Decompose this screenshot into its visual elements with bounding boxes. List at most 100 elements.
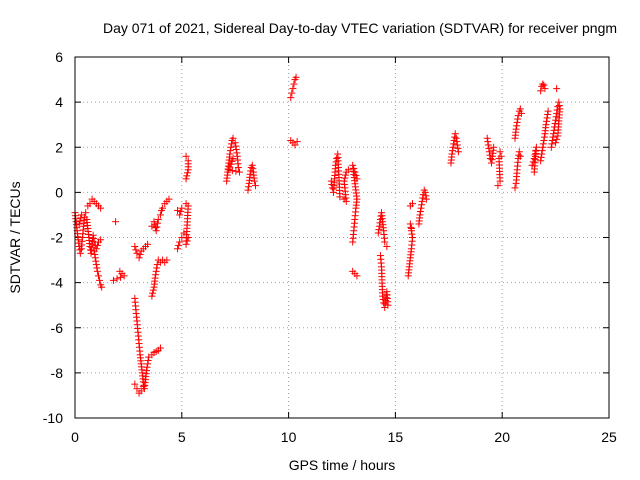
data-point (92, 261, 100, 269)
data-point (151, 274, 159, 282)
chart-title: Day 071 of 2021, Sidereal Day-to-day VTE… (103, 20, 617, 36)
data-point (292, 73, 300, 81)
data-point (517, 109, 525, 117)
data-point-fill (245, 183, 253, 191)
data-point-fill (538, 147, 546, 155)
tick-label-layer: 0 5 10 15 20 25 -10 -8 -6 -4 -2 0 2 4 6 (43, 49, 617, 445)
data-point (76, 249, 84, 257)
data-point (120, 272, 128, 280)
data-point (452, 134, 460, 142)
x-tick-label: 5 (178, 429, 186, 445)
data-point (131, 380, 139, 388)
data-point-fill (548, 140, 556, 148)
data-point-fill (113, 275, 121, 283)
x-tick-label: 20 (494, 429, 510, 445)
data-point (547, 143, 555, 151)
data-point (496, 148, 504, 156)
data-point (538, 150, 546, 158)
data-point (554, 132, 562, 140)
data-point (383, 243, 391, 251)
data-point-fill (454, 144, 462, 152)
data-point (351, 168, 359, 176)
data-point (229, 134, 237, 142)
data-point (552, 139, 560, 147)
data-point-fill (418, 201, 426, 209)
data-point (154, 215, 162, 223)
data-point (244, 186, 252, 194)
data-point (133, 249, 141, 257)
data-point (174, 206, 182, 214)
data-point (375, 222, 383, 230)
data-point-fill (91, 250, 99, 258)
data-point-fill (453, 138, 461, 146)
data-point-fill (151, 224, 159, 232)
data-point-fill (449, 147, 457, 155)
data-point (150, 218, 158, 226)
data-point (449, 143, 457, 151)
data-point (555, 98, 563, 106)
data-point (537, 87, 545, 95)
data-point (340, 177, 348, 185)
data-point (94, 272, 102, 280)
data-point (89, 231, 97, 239)
data-point-fill (183, 172, 191, 180)
data-point (336, 193, 344, 201)
data-point (494, 182, 502, 190)
data-point (109, 276, 117, 284)
data-point-fill (549, 133, 557, 141)
data-point-fill (485, 144, 493, 152)
data-point (552, 116, 560, 124)
data-point (544, 107, 552, 115)
data-point (289, 85, 297, 93)
data-point-fill (232, 146, 240, 154)
data-point (135, 254, 143, 262)
data-point (374, 229, 382, 237)
data-point (156, 344, 164, 352)
data-point (454, 148, 462, 156)
data-point (93, 267, 101, 275)
data-point (553, 85, 561, 93)
data-point-fill (152, 271, 160, 279)
data-point (384, 301, 392, 309)
data-point-fill (513, 122, 521, 130)
data-point-fill (117, 273, 125, 281)
data-point (148, 222, 156, 230)
data-point-fill (90, 235, 98, 243)
data-point-fill (539, 140, 547, 148)
x-tick-label: 25 (601, 429, 617, 445)
y-tick-label: 2 (55, 139, 63, 155)
data-point (226, 150, 234, 158)
data-point-fill (227, 140, 235, 148)
data-point-fill (228, 167, 236, 175)
y-tick-label: 6 (55, 49, 63, 65)
data-point (483, 134, 491, 142)
data-point (131, 243, 139, 251)
data-point (422, 195, 430, 203)
data-point-fill (375, 226, 383, 234)
data-point (293, 138, 301, 146)
data-point-fill (177, 208, 185, 216)
data-point (148, 292, 156, 300)
data-point (453, 141, 461, 149)
data-point (417, 204, 425, 212)
data-point-fill (143, 363, 151, 371)
data-point-fill (153, 264, 161, 272)
data-point (539, 80, 547, 88)
data-point (97, 236, 105, 244)
data-point (152, 267, 160, 275)
y-tick-label: 4 (55, 94, 63, 110)
data-point (540, 136, 548, 144)
data-point (406, 220, 414, 228)
data-point-fill (93, 241, 101, 249)
data-point (539, 143, 547, 151)
data-point-fill (514, 115, 522, 123)
data-point (165, 195, 173, 203)
plot-frame (74, 56, 610, 419)
data-point (139, 382, 147, 390)
data-point-fill (92, 257, 100, 265)
data-point-fill (484, 138, 492, 146)
data-point-fill (544, 111, 552, 119)
data-point (234, 164, 242, 172)
data-point-fill (93, 264, 101, 272)
data-point (176, 238, 184, 246)
